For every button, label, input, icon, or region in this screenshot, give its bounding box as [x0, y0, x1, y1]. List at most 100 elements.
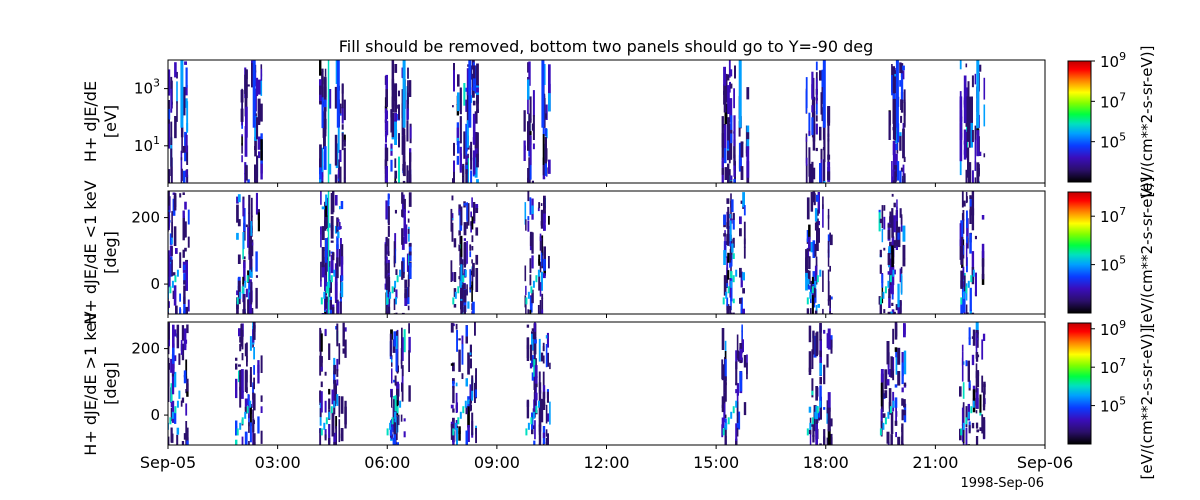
data-cell [727, 74, 730, 81]
data-cell [471, 259, 473, 264]
data-cell [473, 202, 476, 222]
data-cell [393, 422, 396, 435]
data-cell [545, 437, 548, 445]
data-cell [808, 256, 811, 270]
data-cell [722, 428, 725, 436]
data-cell [962, 405, 965, 428]
data-cell [328, 89, 332, 109]
data-cell [965, 63, 968, 68]
data-cell [540, 398, 544, 423]
data-cell [529, 363, 533, 369]
data-cell [544, 113, 547, 119]
data-cell [813, 335, 817, 358]
data-cell [339, 206, 341, 210]
data-cell [981, 273, 985, 285]
data-cell [543, 205, 546, 223]
data-cell [535, 275, 538, 283]
data-cell [330, 240, 334, 243]
data-cell [827, 249, 830, 267]
data-cell [544, 128, 547, 137]
data-cell [254, 136, 257, 157]
data-cell [806, 230, 810, 243]
data-cell [321, 71, 324, 89]
data-cell [163, 150, 166, 153]
colorbar-tick-label: 107 [1100, 356, 1126, 377]
data-cell [409, 177, 412, 183]
data-cell [814, 411, 817, 419]
data-cell [333, 379, 337, 396]
data-cell [811, 117, 814, 136]
data-cell [890, 311, 893, 314]
data-cell [735, 389, 738, 394]
data-cell [472, 100, 476, 106]
data-cell [469, 246, 472, 251]
data-cell [982, 391, 986, 407]
data-cell [320, 297, 323, 305]
data-cell [255, 192, 258, 215]
data-cell [735, 361, 738, 386]
data-cell [472, 301, 475, 314]
data-cell [402, 128, 406, 145]
data-cell [967, 81, 970, 113]
data-cell [545, 104, 548, 120]
colorbar-1 [1067, 60, 1092, 183]
data-cell [542, 346, 545, 351]
data-cell [186, 427, 189, 432]
data-cell [172, 360, 175, 364]
data-cell [164, 301, 166, 321]
data-cell [531, 328, 534, 331]
data-cell [887, 311, 891, 314]
data-cell [746, 87, 750, 100]
data-cell [537, 305, 540, 314]
data-cell [171, 259, 173, 277]
data-cell [337, 306, 340, 314]
data-cell [529, 231, 533, 246]
data-cell [529, 274, 532, 286]
data-cell [815, 256, 818, 267]
data-cell [529, 344, 533, 361]
data-cell [342, 330, 345, 347]
data-cell [808, 224, 811, 239]
data-cell [900, 274, 903, 295]
data-cell [975, 410, 978, 414]
data-cell [244, 411, 247, 419]
data-cell [814, 310, 818, 314]
data-cell [808, 147, 811, 177]
data-cell [962, 200, 966, 207]
data-cell [823, 140, 826, 163]
data-cell [821, 107, 824, 122]
data-cell [394, 411, 397, 419]
data-cell [456, 329, 458, 352]
data-cell [249, 374, 252, 387]
data-cell [183, 264, 186, 270]
data-cell [887, 253, 891, 266]
data-cell [741, 339, 744, 353]
data-cell [735, 440, 738, 445]
data-cell [324, 328, 327, 336]
data-cell [251, 266, 253, 278]
data-cell [402, 365, 404, 377]
data-cell [387, 206, 390, 225]
data-cell [243, 208, 246, 232]
data-cell [537, 400, 540, 408]
data-cell [324, 68, 327, 77]
data-cell [811, 295, 814, 314]
data-cell [532, 90, 535, 117]
data-cell [475, 254, 479, 265]
data-cell [811, 349, 814, 369]
data-cell [241, 134, 243, 137]
data-cell [334, 195, 338, 206]
data-cell [811, 276, 814, 284]
data-cell [542, 157, 545, 176]
data-cell [451, 213, 454, 221]
data-cell [892, 103, 896, 114]
data-cell [407, 274, 410, 298]
data-cell [386, 297, 389, 305]
data-cell [184, 61, 187, 65]
data-cell [970, 96, 973, 123]
data-cell [805, 249, 808, 271]
data-cell [248, 422, 250, 433]
data-cell [180, 340, 183, 355]
data-cell [475, 205, 479, 210]
data-cell [181, 343, 185, 361]
